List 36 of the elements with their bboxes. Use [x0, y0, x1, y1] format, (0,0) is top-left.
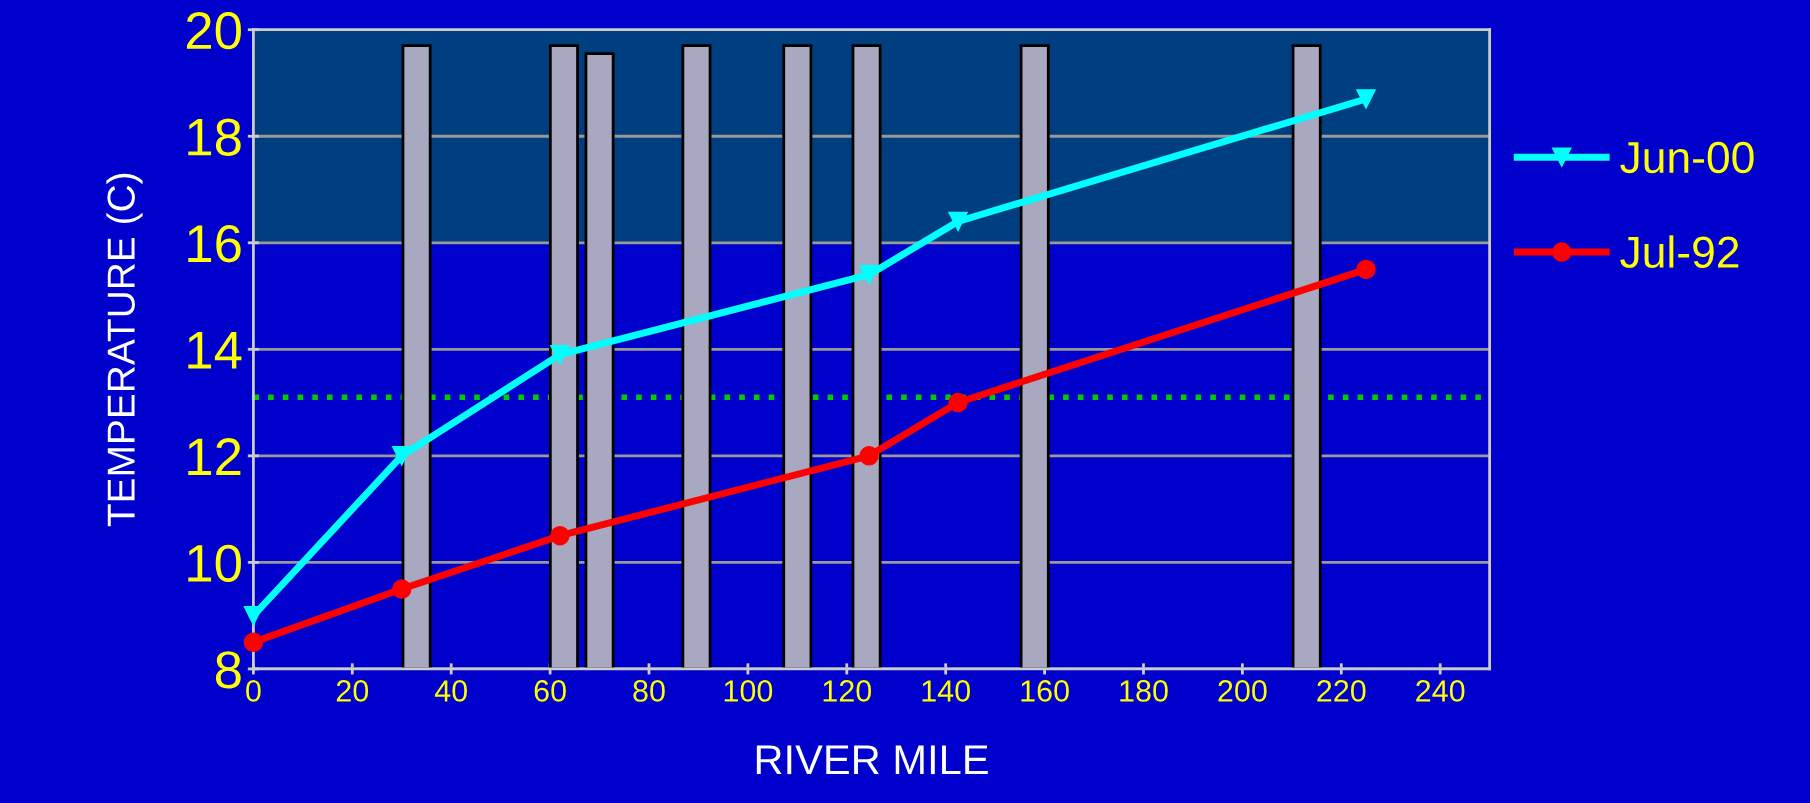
y-tick-label: 10 [188, 544, 241, 583]
y-axis-title: TEMPERATURE (C) [106, 173, 143, 527]
point [859, 265, 879, 285]
point [392, 579, 412, 599]
x-tick-label: 200 [1218, 680, 1267, 702]
x-tick-label: 240 [1416, 680, 1465, 702]
point [859, 446, 879, 466]
x-tick-label: 140 [922, 680, 970, 702]
x-tick-label: 100 [724, 680, 773, 702]
x-tick-label: 120 [823, 680, 872, 702]
y-tick-label: 8 [215, 651, 241, 689]
x-tick-label: 180 [1120, 680, 1168, 702]
y-tick-label: 20 [186, 11, 241, 50]
y-tick-label: 14 [188, 332, 242, 369]
x-tick-label: 20 [336, 680, 369, 702]
point [948, 392, 968, 413]
y-tick-label: 18 [188, 118, 241, 156]
x-tick-label: 80 [633, 680, 665, 702]
x-axis-title: RIVER MILE [756, 745, 988, 775]
legend-label: Jun-00 [1620, 141, 1754, 174]
x-tick-label: 160 [1021, 680, 1069, 702]
x-tick-label: 60 [534, 680, 566, 702]
point [243, 632, 264, 652]
point [550, 344, 570, 365]
point [392, 446, 412, 466]
y-tick-label: 12 [188, 438, 241, 475]
point [550, 526, 570, 546]
x-tick-label: 40 [434, 680, 467, 702]
x-tick-label: 0 [246, 680, 261, 702]
y-tick-label: 16 [188, 225, 241, 263]
x-tick-label: 220 [1317, 680, 1366, 702]
point [948, 211, 968, 232]
legend-label: Jul-92 [1620, 235, 1739, 268]
point [1356, 259, 1376, 280]
point [243, 605, 264, 626]
point [1356, 89, 1376, 109]
